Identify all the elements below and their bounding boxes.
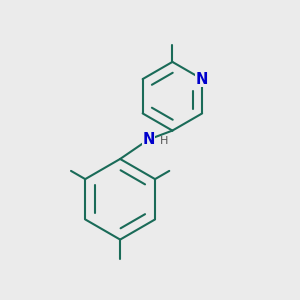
Text: N: N <box>142 132 155 147</box>
Text: N: N <box>196 72 208 87</box>
Text: H: H <box>160 136 168 146</box>
